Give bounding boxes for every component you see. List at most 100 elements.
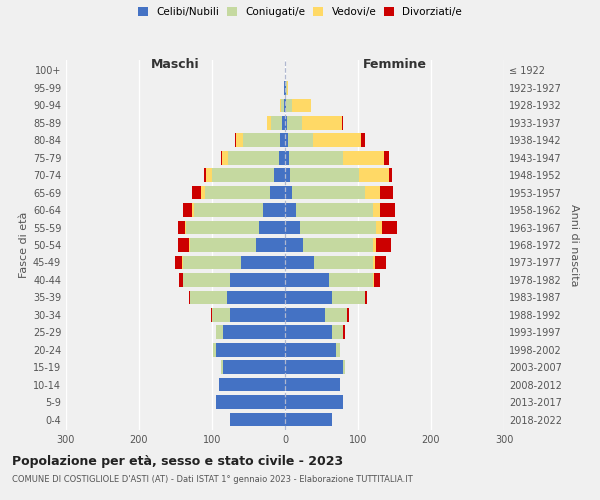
Bar — [271, 186, 285, 200]
Bar — [342, 116, 343, 130]
Bar — [285, 134, 288, 147]
Bar — [285, 360, 343, 374]
Bar — [361, 134, 365, 147]
Bar — [285, 116, 287, 130]
Bar — [389, 168, 392, 182]
Bar — [303, 238, 373, 252]
Bar — [236, 134, 244, 147]
Bar — [286, 98, 292, 112]
Bar — [285, 343, 336, 356]
Bar — [285, 186, 292, 200]
Bar — [336, 343, 340, 356]
Bar — [285, 98, 286, 112]
Bar — [187, 220, 259, 234]
Bar — [183, 204, 192, 217]
Bar — [230, 308, 285, 322]
Bar — [274, 168, 285, 182]
Bar — [259, 220, 285, 234]
Bar — [279, 151, 285, 164]
Bar — [230, 273, 285, 286]
Bar — [268, 116, 271, 130]
Bar — [192, 186, 201, 200]
Bar — [373, 273, 374, 286]
Text: Popolazione per età, sesso e stato civile - 2023: Popolazione per età, sesso e stato civil… — [12, 455, 343, 468]
Bar — [373, 204, 380, 217]
Bar — [256, 238, 285, 252]
Bar — [376, 238, 391, 252]
Text: COMUNE DI COSTIGLIOLE D'ASTI (AT) - Dati ISTAT 1° gennaio 2023 - Elaborazione TU: COMUNE DI COSTIGLIOLE D'ASTI (AT) - Dati… — [12, 475, 413, 484]
Bar — [299, 220, 376, 234]
Bar — [282, 116, 285, 130]
Bar — [183, 273, 230, 286]
Bar — [359, 168, 389, 182]
Bar — [343, 151, 383, 164]
Bar — [289, 151, 343, 164]
Bar — [313, 134, 361, 147]
Bar — [223, 360, 285, 374]
Bar — [383, 151, 389, 164]
Bar — [190, 238, 256, 252]
Bar — [188, 290, 190, 304]
Bar — [211, 308, 212, 322]
Bar — [285, 151, 289, 164]
Bar — [241, 256, 285, 270]
Bar — [314, 256, 373, 270]
Bar — [235, 134, 236, 147]
Bar — [285, 326, 332, 339]
Bar — [213, 343, 215, 356]
Bar — [375, 256, 386, 270]
Bar — [288, 134, 313, 147]
Bar — [292, 186, 365, 200]
Bar — [373, 238, 376, 252]
Bar — [284, 81, 285, 94]
Bar — [332, 326, 343, 339]
Bar — [222, 151, 228, 164]
Bar — [281, 98, 284, 112]
Bar — [228, 151, 279, 164]
Bar — [380, 186, 393, 200]
Bar — [302, 116, 342, 130]
Bar — [179, 273, 183, 286]
Bar — [285, 290, 332, 304]
Bar — [188, 238, 190, 252]
Bar — [183, 256, 241, 270]
Bar — [221, 360, 223, 374]
Bar — [190, 290, 227, 304]
Bar — [285, 238, 303, 252]
Bar — [285, 220, 299, 234]
Bar — [290, 168, 359, 182]
Bar — [230, 412, 285, 426]
Bar — [373, 256, 375, 270]
Bar — [285, 396, 343, 409]
Bar — [329, 273, 373, 286]
Bar — [280, 98, 281, 112]
Bar — [285, 168, 290, 182]
Bar — [212, 168, 274, 182]
Bar — [220, 378, 285, 392]
Bar — [263, 204, 285, 217]
Bar — [204, 168, 206, 182]
Y-axis label: Fasce di età: Fasce di età — [19, 212, 29, 278]
Bar — [178, 238, 188, 252]
Bar — [285, 412, 332, 426]
Bar — [185, 220, 187, 234]
Bar — [182, 256, 183, 270]
Text: Femmine: Femmine — [362, 58, 427, 71]
Bar — [285, 81, 286, 94]
Bar — [285, 204, 296, 217]
Bar — [332, 290, 365, 304]
Bar — [215, 343, 285, 356]
Bar — [192, 204, 194, 217]
Bar — [292, 98, 311, 112]
Bar — [287, 116, 302, 130]
Bar — [343, 326, 345, 339]
Bar — [215, 396, 285, 409]
Bar — [201, 186, 205, 200]
Bar — [215, 326, 223, 339]
Y-axis label: Anni di nascita: Anni di nascita — [569, 204, 578, 286]
Bar — [194, 204, 263, 217]
Bar — [285, 378, 340, 392]
Bar — [285, 308, 325, 322]
Bar — [347, 308, 349, 322]
Bar — [175, 256, 182, 270]
